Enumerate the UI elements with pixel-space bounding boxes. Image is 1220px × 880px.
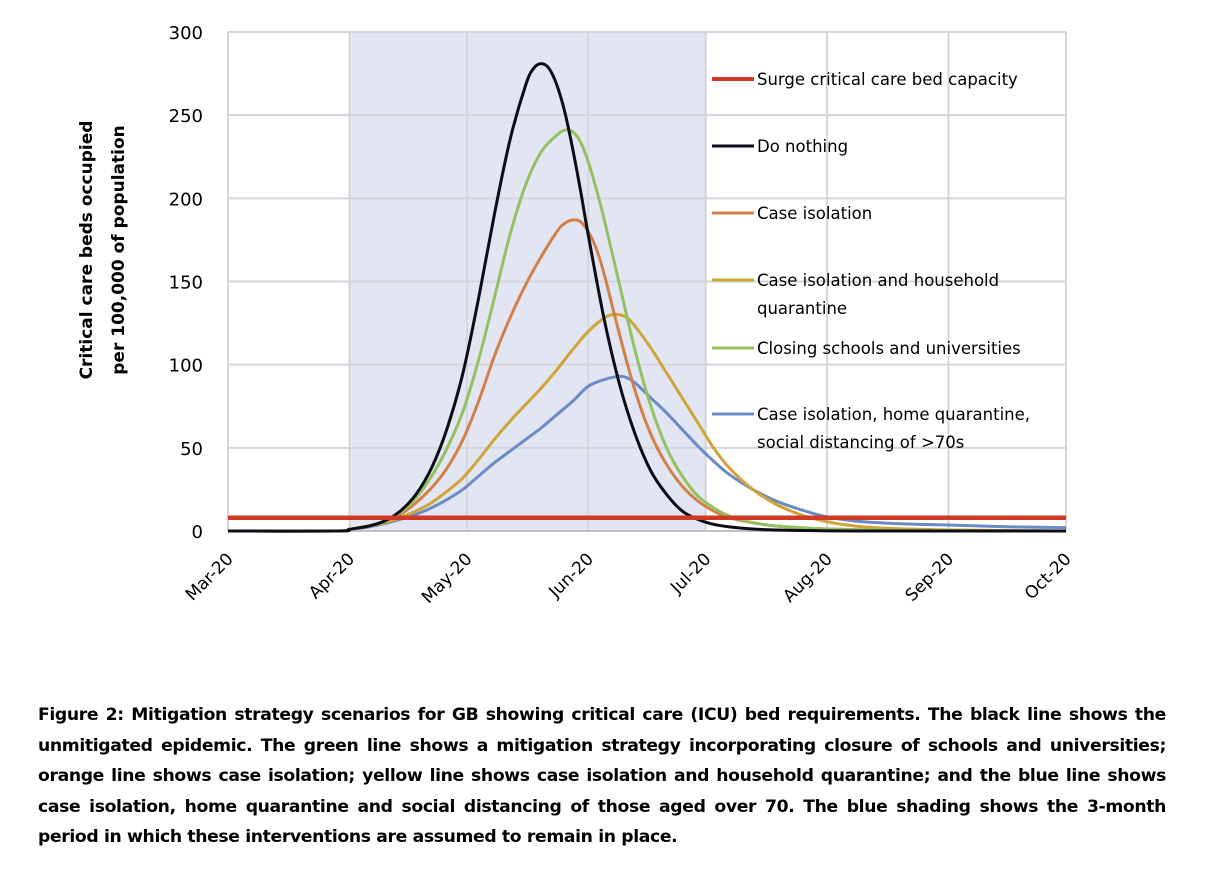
x-tick-Apr-20: Apr-20 xyxy=(305,549,359,603)
legend-label-3-1: quarantine xyxy=(757,299,847,318)
series-line-do-nothing xyxy=(227,62,1066,533)
y-tick-labels: 0 50 100 150 200 250 300 xyxy=(169,23,203,543)
x-tick-Sep-20: Sep-20 xyxy=(902,549,958,605)
legend-label-4-0: Closing schools and universities xyxy=(757,339,1021,358)
series-line-case-isolation-home-quarantine-social-distancing-of-70s xyxy=(227,374,1067,533)
y-axis-label-line1: Critical care beds occupied xyxy=(77,121,97,380)
x-tick-Jun-20: Jun-20 xyxy=(545,549,598,602)
gridlines xyxy=(227,31,1067,532)
legend-label-5-1: social distancing of >70s xyxy=(757,433,964,452)
x-tick-Oct-20: Oct-20 xyxy=(1021,549,1076,604)
y-tick-200: 200 xyxy=(169,189,203,210)
legend-label-0-0: Surge critical care bed capacity xyxy=(757,70,1018,89)
x-tick-Aug-20: Aug-20 xyxy=(779,549,836,606)
x-tick-labels: Mar-20 Apr-20 May-20 Jun-20 Jul-20 Aug-20 Sep-… xyxy=(182,549,1076,607)
y-tick-0: 0 xyxy=(192,522,203,543)
legend: Surge critical care bed capacity Do nothi… xyxy=(712,70,1030,452)
y-tick-50: 50 xyxy=(180,439,203,460)
legend-label-1-0: Do nothing xyxy=(757,137,848,156)
icu-scenarios-chart: 0 50 100 150 200 250 300 Mar-20 Apr-20 May-20 Jun… xyxy=(77,23,1076,608)
x-tick-Jul-20: Jul-20 xyxy=(666,549,715,598)
figure-caption: Figure 2: Mitigation strategy scenarios … xyxy=(38,705,1166,847)
y-tick-250: 250 xyxy=(169,106,203,127)
series-lines xyxy=(227,62,1067,533)
legend-label-5-0: Case isolation, home quarantine, xyxy=(757,405,1030,424)
y-axis-label-line2: per 100,000 of population xyxy=(109,125,129,375)
y-tick-300: 300 xyxy=(169,23,203,44)
x-tick-May-20: May-20 xyxy=(418,549,476,607)
legend-label-3-0: Case isolation and household xyxy=(757,271,999,290)
y-tick-150: 150 xyxy=(169,273,203,294)
x-tick-Mar-20: Mar-20 xyxy=(182,549,238,605)
y-tick-100: 100 xyxy=(169,356,203,377)
legend-label-2-0: Case isolation xyxy=(757,204,872,223)
